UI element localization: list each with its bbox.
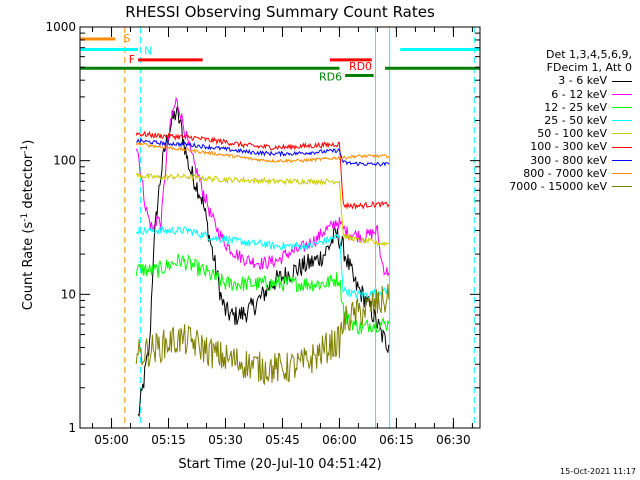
datestamp: 15-Oct-2021 11:17 bbox=[560, 467, 636, 476]
legend-entry: 50 - 100 keV bbox=[472, 127, 632, 140]
legend-entry-label: 300 - 800 keV bbox=[530, 153, 607, 167]
legend-entry-label: 7000 - 15000 keV bbox=[509, 180, 607, 194]
legend-entry: 300 - 800 keV bbox=[472, 154, 632, 167]
legend-entry-label: 800 - 7000 keV bbox=[523, 166, 607, 180]
x-tick-label: 05:15 bbox=[151, 433, 186, 447]
y-tick-label: 1 bbox=[68, 421, 76, 435]
legend-entry: 800 - 7000 keV bbox=[472, 167, 632, 180]
x-tick-label: 05:45 bbox=[265, 433, 300, 447]
x-tick-label: 06:00 bbox=[322, 433, 357, 447]
x-tick-label: 06:15 bbox=[379, 433, 414, 447]
legend-swatch bbox=[612, 106, 632, 108]
y-tick-label: 100 bbox=[53, 154, 76, 168]
legend-entry-label: 25 - 50 keV bbox=[544, 114, 607, 128]
series-line bbox=[135, 130, 390, 211]
legend-header-line: FDecim 1, Att 0 bbox=[546, 61, 632, 75]
x-axis-label: Start Time (20-Jul-10 04:51:42) bbox=[178, 457, 381, 472]
y-axis-label-part: ) bbox=[21, 140, 36, 145]
legend-entry: 3 - 6 keV bbox=[472, 74, 632, 87]
series-line bbox=[135, 96, 390, 277]
legend-entry: 100 - 300 keV bbox=[472, 140, 632, 153]
flag-label: S bbox=[123, 32, 130, 45]
plot-area: S NF RD0 RD6 bbox=[79, 27, 480, 428]
flag-label: RD0 bbox=[349, 60, 372, 73]
legend-swatch bbox=[612, 133, 632, 135]
flag-label: F bbox=[129, 53, 135, 66]
plot-frame bbox=[79, 26, 481, 429]
legend-entry-label: 100 - 300 keV bbox=[530, 140, 607, 154]
legend-entry: 12 - 25 keV bbox=[472, 101, 632, 114]
legend-entry: 6 - 12 keV bbox=[472, 88, 632, 101]
y-axis-label-part: Count Rate (s bbox=[21, 222, 36, 311]
legend-swatch bbox=[612, 80, 632, 82]
y-axis-label-sup: -1 bbox=[20, 145, 30, 154]
legend-swatch bbox=[612, 159, 632, 161]
axes: 1 10 100 1000 05:00 05:15 05:30 05:45 06:00 06:15… bbox=[45, 20, 481, 447]
legend-swatch bbox=[612, 120, 632, 122]
series-line bbox=[137, 106, 390, 418]
x-tick-label: 06:30 bbox=[436, 433, 471, 447]
legend-entry-label: 12 - 25 keV bbox=[544, 100, 607, 114]
series-line bbox=[135, 172, 390, 248]
flag-label: RD6 bbox=[319, 71, 342, 84]
legend-swatch bbox=[612, 93, 632, 95]
legend: Det 1,3,4,5,6,9, FDecim 1, Att 0 3 - 6 k… bbox=[472, 48, 632, 193]
legend-swatch bbox=[612, 186, 632, 188]
legend-header-line: Det 1,3,4,5,6,9, bbox=[545, 48, 632, 61]
y-tick-label: 1000 bbox=[45, 20, 76, 34]
chart-title: RHESSI Observing Summary Count Rates bbox=[125, 3, 435, 21]
legend-entry-label: 6 - 12 keV bbox=[551, 87, 607, 101]
series-line bbox=[135, 225, 390, 300]
y-axis-label: Count Rate (s-1 detector-1) bbox=[20, 140, 36, 311]
series-line bbox=[135, 141, 390, 164]
legend-swatch bbox=[612, 146, 632, 148]
y-tick-label: 10 bbox=[61, 287, 76, 301]
x-tick-label: 05:00 bbox=[94, 433, 129, 447]
legend-entry: 25 - 50 keV bbox=[472, 114, 632, 127]
legend-entry: 7000 - 15000 keV bbox=[472, 180, 632, 193]
legend-entry-label: 3 - 6 keV bbox=[558, 74, 607, 88]
flag-label: N bbox=[144, 44, 152, 57]
legend-entry-label: 50 - 100 keV bbox=[537, 127, 607, 141]
legend-swatch bbox=[612, 172, 632, 174]
y-axis-label-part: detector bbox=[21, 153, 36, 213]
series-line bbox=[135, 253, 390, 336]
x-tick-label: 05:30 bbox=[208, 433, 243, 447]
y-axis-label-sup: -1 bbox=[20, 213, 30, 222]
series-line bbox=[135, 283, 390, 386]
series-line bbox=[136, 137, 390, 167]
